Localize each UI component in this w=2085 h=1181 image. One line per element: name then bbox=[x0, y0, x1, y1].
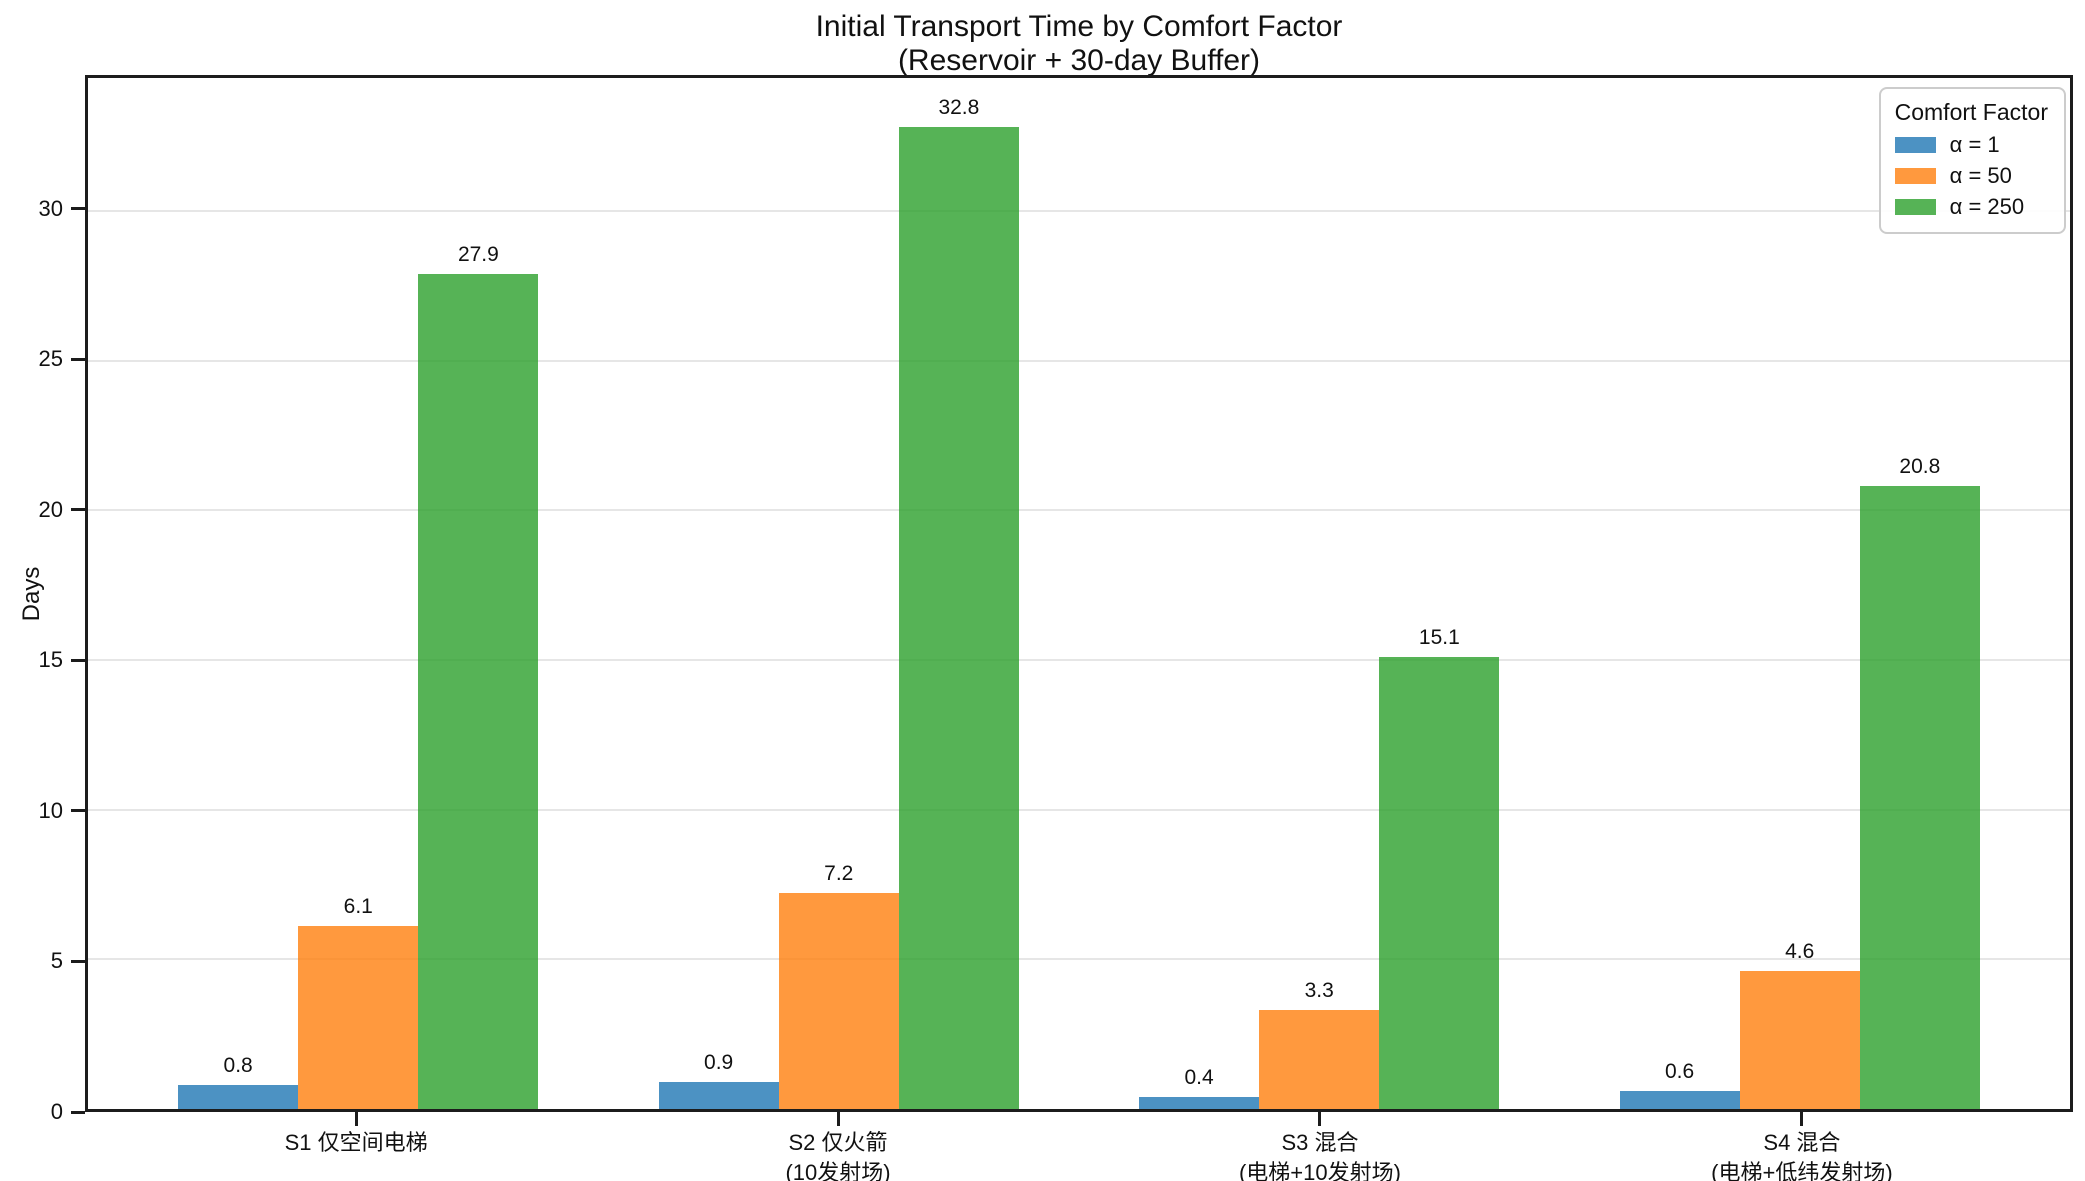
x-tick-label-line: (电梯+低纬发射场) bbox=[1711, 1160, 1893, 1181]
legend-item-alpha-50: α = 50 bbox=[1894, 160, 2048, 191]
y-tick-label-0: 0 bbox=[50, 1099, 63, 1124]
gridline-y-15 bbox=[88, 658, 2070, 661]
bar-value-label: 15.1 bbox=[1418, 625, 1460, 649]
x-tick-label-line: S3 混合 bbox=[1281, 1130, 1359, 1155]
x-tick-label-line: S4 混合 bbox=[1763, 1130, 1841, 1155]
bar-value-label: 4.6 bbox=[1785, 940, 1815, 964]
x-tick-mark-2 bbox=[836, 1112, 840, 1126]
bar-value-label: 0.4 bbox=[1184, 1066, 1214, 1090]
bar-α=1-group4 bbox=[1619, 1091, 1740, 1109]
y-tick-label-15: 15 bbox=[38, 647, 63, 673]
gridline-y-30 bbox=[88, 209, 2070, 212]
x-tick-label-3: S3 混合 (电梯+10发射场) bbox=[1060, 1128, 1580, 1181]
gridline-y-10 bbox=[88, 808, 2070, 811]
y-tick-label-5: 5 bbox=[50, 948, 63, 974]
legend-label-alpha-1: α = 1 bbox=[1949, 131, 2000, 157]
bar-α=1-group2 bbox=[658, 1082, 779, 1109]
gridline-y-5 bbox=[88, 958, 2070, 961]
bar-value-label: 6.1 bbox=[343, 895, 373, 919]
y-tick-label-20: 20 bbox=[38, 496, 63, 522]
legend-label-alpha-250: α = 250 bbox=[1949, 193, 2025, 219]
y-tick-label-10: 10 bbox=[38, 797, 63, 823]
bar-value-label: 3.3 bbox=[1304, 979, 1334, 1003]
bar-value-label: 0.9 bbox=[704, 1051, 734, 1075]
legend-swatch-alpha-250 bbox=[1894, 198, 1936, 215]
bar-α=1-group1 bbox=[178, 1085, 299, 1109]
x-tick-label-line: (10发射场) bbox=[785, 1160, 891, 1181]
legend-box: Comfort Factor α = 1 α = 50 α = 250 bbox=[1878, 87, 2066, 234]
chart-title-line2: (Reservoir + 30-day Buffer) bbox=[897, 44, 1261, 77]
legend-item-alpha-1: α = 1 bbox=[1894, 129, 2048, 160]
y-tick-mark-30 bbox=[71, 207, 85, 211]
bar-α=50-group2 bbox=[778, 893, 899, 1109]
gridline-y-25 bbox=[88, 359, 2070, 362]
legend-swatch-alpha-1 bbox=[1894, 136, 1936, 153]
x-tick-mark-3 bbox=[1318, 1112, 1322, 1126]
bar-value-label: 0.8 bbox=[223, 1054, 253, 1078]
x-tick-mark-4 bbox=[1800, 1112, 1804, 1126]
bar-α=1-group3 bbox=[1139, 1097, 1260, 1109]
y-tick-mark-15 bbox=[71, 658, 85, 662]
y-axis-label: Days bbox=[18, 566, 45, 622]
x-tick-mark-1 bbox=[354, 1112, 358, 1126]
bar-α=250-group4 bbox=[1859, 486, 1980, 1109]
x-tick-label-line: S1 仅空间电梯 bbox=[284, 1130, 428, 1155]
x-tick-label-4: S4 混合 (电梯+低纬发射场) bbox=[1542, 1128, 2062, 1181]
y-tick-mark-20 bbox=[71, 508, 85, 512]
legend-item-alpha-250: α = 250 bbox=[1894, 191, 2048, 222]
gridline-y-20 bbox=[88, 509, 2070, 512]
y-tick-label-25: 25 bbox=[38, 346, 63, 372]
bar-value-label: 32.8 bbox=[938, 96, 980, 120]
bar-α=250-group3 bbox=[1379, 656, 1500, 1109]
y-tick-mark-10 bbox=[71, 809, 85, 813]
bar-value-label: 0.6 bbox=[1664, 1060, 1695, 1084]
bar-α=50-group3 bbox=[1259, 1010, 1380, 1109]
bar-value-label: 27.9 bbox=[457, 242, 499, 266]
chart-title-line1: Initial Transport Time by Comfort Factor bbox=[815, 10, 1343, 43]
bar-α=250-group2 bbox=[898, 127, 1019, 1109]
legend-title: Comfort Factor bbox=[1894, 99, 2048, 125]
y-tick-label-30: 30 bbox=[38, 195, 63, 221]
plot-area: 0.8 0.9 0.4 0.6 6.1 7.2 3.3 4.6 27.9 32.8 15.1 20.8 bbox=[88, 78, 2070, 1109]
x-tick-label-line: (电梯+10发射场) bbox=[1238, 1160, 1401, 1181]
bar-value-label: 20.8 bbox=[1899, 455, 1941, 479]
legend-label-alpha-50: α = 50 bbox=[1949, 162, 2012, 188]
y-tick-mark-5 bbox=[71, 959, 85, 963]
legend-swatch-alpha-50 bbox=[1894, 167, 1936, 184]
bar-α=50-group4 bbox=[1739, 971, 1860, 1109]
bar-α=250-group1 bbox=[418, 273, 539, 1109]
bar-value-label: 7.2 bbox=[824, 862, 854, 886]
x-tick-label-2: S2 仅火箭 (10发射场) bbox=[578, 1128, 1098, 1181]
y-tick-mark-0 bbox=[71, 1110, 85, 1114]
bar-α=50-group1 bbox=[298, 926, 419, 1109]
y-tick-mark-25 bbox=[71, 357, 85, 361]
x-tick-label-line: S2 仅火箭 bbox=[788, 1130, 888, 1155]
x-tick-label-1: S1 仅空间电梯 bbox=[96, 1128, 616, 1158]
